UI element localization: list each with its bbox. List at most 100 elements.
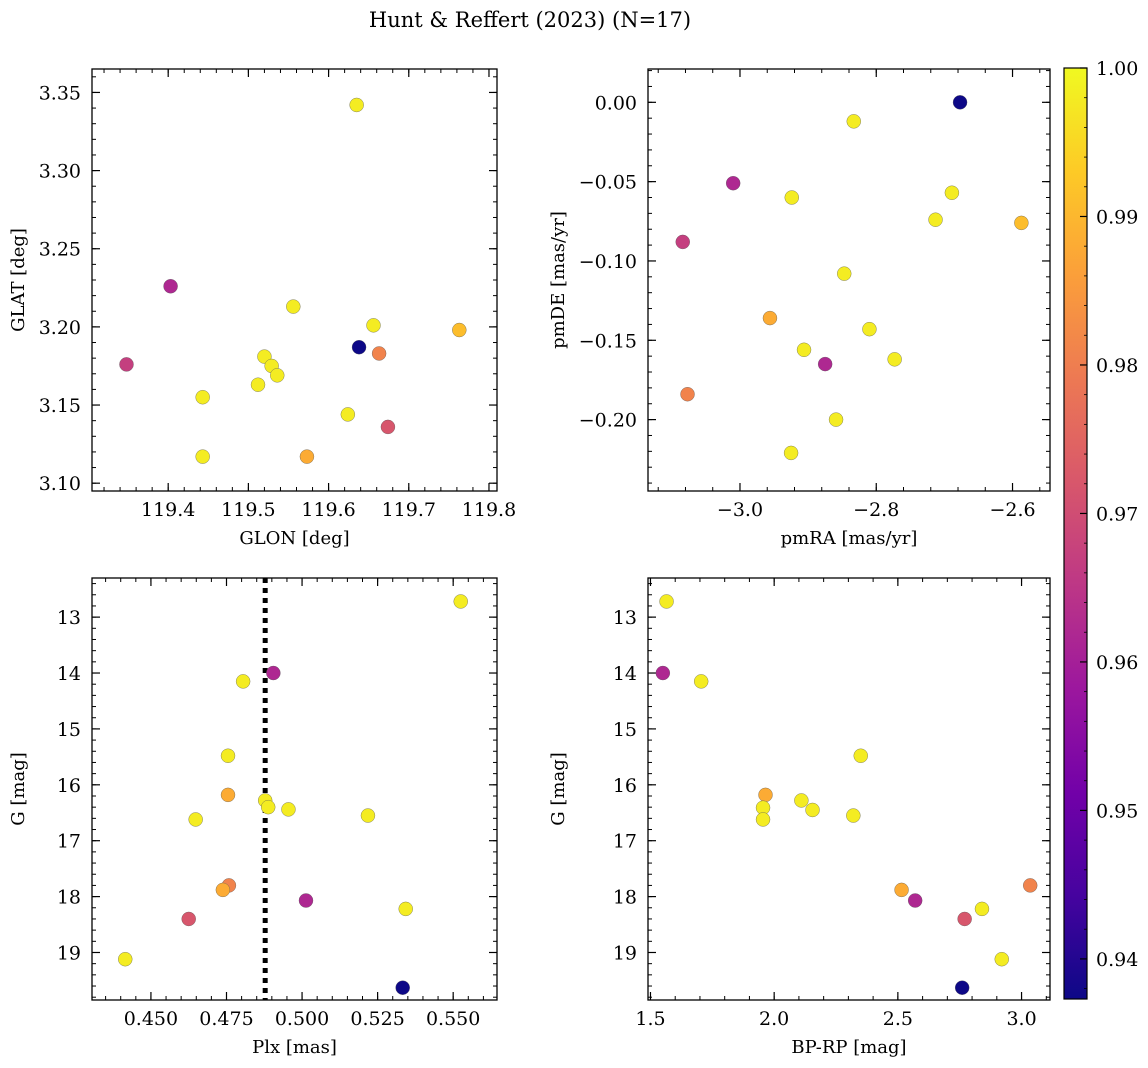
data-point (817, 356, 833, 372)
data-point (1022, 878, 1038, 893)
data-point (235, 674, 251, 689)
data-point (846, 114, 862, 129)
x-tick-label: 0.500 (275, 1008, 329, 1030)
data-point (974, 901, 990, 917)
data-point (894, 882, 909, 898)
data-point (725, 175, 741, 191)
colorbar-tick-label: 0.95 (1096, 800, 1138, 822)
data-point (452, 322, 467, 338)
y-tick-label: 19 (57, 942, 81, 964)
data-point (299, 449, 315, 464)
y-tick-label: 15 (613, 719, 637, 741)
y-tick-label: 18 (613, 887, 637, 909)
colorbar-tick-label: 0.99 (1096, 206, 1138, 228)
data-point (675, 234, 690, 250)
data-point (758, 787, 773, 803)
y-tick-label: 3.20 (39, 317, 81, 339)
x-axis-label: GLON [deg] (239, 528, 349, 549)
y-tick-label: 17 (613, 831, 637, 853)
data-point (281, 802, 296, 817)
data-point (957, 911, 972, 927)
axes-frame (91, 577, 498, 1001)
y-axis-label: pmDE [mas/yr] (548, 211, 569, 349)
y-tick-label: 3.25 (39, 239, 81, 261)
y-tick-label: 13 (57, 607, 81, 629)
ticks (648, 578, 1050, 1000)
data-point (952, 95, 968, 110)
y-axis-label: G [mag] (548, 752, 569, 825)
data-point (887, 352, 902, 367)
x-tick-label: 1.5 (635, 1008, 665, 1030)
figure-title: Hunt & Reffert (2023) (N=17) (369, 8, 691, 32)
y-tick-label: 14 (613, 663, 637, 685)
y-tick-label: 13 (613, 607, 637, 629)
data-point (944, 185, 960, 200)
data-point (286, 299, 301, 314)
ticks (648, 69, 1050, 491)
y-tick-label: 19 (613, 942, 637, 964)
y-tick-label: −0.10 (579, 251, 637, 273)
scatter-points (117, 594, 468, 995)
data-point (796, 342, 812, 358)
data-point (260, 799, 276, 815)
data-point (380, 419, 396, 435)
data-point (398, 901, 413, 917)
x-axis-label: Plx [mas] (252, 1037, 337, 1058)
data-point (119, 357, 134, 372)
data-point (215, 882, 231, 898)
x-tick-label: 0.550 (426, 1008, 480, 1030)
x-tick-label: 2.5 (883, 1008, 913, 1030)
data-point (163, 279, 178, 294)
data-point (994, 951, 1010, 967)
data-point (828, 412, 844, 427)
panel-parallax-vs-magnitude: 0.450 0.475 0.500 0.525 0.550 13 14 15 16 17 18 19 P… (8, 577, 498, 1058)
y-tick-label: 15 (57, 719, 81, 741)
data-point (270, 368, 285, 383)
data-point (805, 802, 820, 818)
x-tick-label: 119.5 (221, 499, 275, 521)
y-tick-label: −0.05 (579, 172, 637, 194)
data-point (266, 665, 281, 681)
y-tick-label: 14 (57, 663, 81, 685)
data-point (659, 594, 674, 609)
data-point (220, 787, 236, 803)
panel-color-magnitude: 1.5 2.0 2.5 3.0 13 14 15 16 17 18 19 BP-RP [mag] G [… (548, 577, 1051, 1058)
data-point (360, 808, 376, 823)
data-point (371, 346, 387, 361)
x-tick-label: 3.0 (1006, 1008, 1036, 1030)
colorbar-tick-label: 0.94 (1096, 949, 1138, 971)
data-point (366, 318, 381, 333)
y-axis-label: GLAT [deg] (8, 228, 29, 332)
x-tick-label: 0.450 (124, 1008, 178, 1030)
x-axis-label: pmRA [mas/yr] (781, 528, 918, 549)
data-point (655, 665, 671, 681)
data-point (954, 980, 970, 995)
y-tick-label: 16 (57, 775, 81, 797)
data-point (340, 407, 356, 422)
colorbar-tick-label: 0.97 (1096, 503, 1138, 525)
data-point (1014, 215, 1029, 231)
data-point (762, 310, 778, 326)
data-point (250, 377, 266, 392)
colorbar-tick-label: 0.98 (1096, 355, 1138, 377)
y-tick-label: 16 (613, 775, 637, 797)
x-axis-label: BP-RP [mag] (791, 1037, 906, 1058)
x-tick-label: 119.7 (382, 499, 436, 521)
y-tick-label: 17 (57, 831, 81, 853)
data-point (188, 812, 203, 827)
data-point (907, 893, 923, 908)
x-tick-label: 119.4 (141, 499, 195, 521)
data-point (195, 389, 210, 405)
scatter-points (655, 594, 1038, 995)
x-tick-label: 0.525 (350, 1008, 404, 1030)
data-point (783, 445, 799, 461)
y-tick-label: 3.15 (39, 395, 81, 417)
scatter-points (119, 97, 467, 464)
x-tick-label: 119.6 (301, 499, 355, 521)
ticks (92, 69, 497, 491)
data-point (220, 748, 236, 763)
data-point (784, 190, 800, 205)
x-tick-label: 0.475 (199, 1008, 253, 1030)
data-point (680, 386, 695, 402)
